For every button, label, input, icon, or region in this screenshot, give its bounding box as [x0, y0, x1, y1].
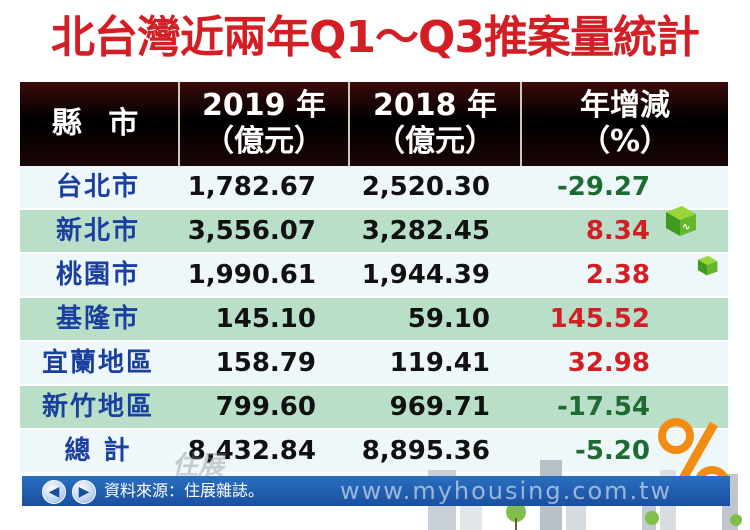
value-2019-cell: 799.60 — [215, 392, 316, 422]
change-cell: -5.20 — [575, 436, 650, 466]
header-2018-line1: 2018 年 — [373, 88, 497, 123]
next-arrow-icon: ▶ — [72, 480, 96, 504]
chart-title: 北台灣近兩年Q1～Q3推案量統計 — [50, 12, 700, 63]
value-2018-cell: 59.10 — [407, 304, 490, 334]
value-2018-cell: 969.71 — [389, 392, 490, 422]
value-2019-cell: 158.79 — [215, 348, 316, 378]
county-cell: 宜蘭地區 — [41, 348, 154, 378]
value-2019-cell: 1,782.67 — [187, 172, 316, 202]
value-2019-cell: 1,990.61 — [187, 260, 316, 290]
table-row: 新北市 3,556.07 3,282.45 8.34 — [20, 210, 728, 254]
change-cell: 32.98 — [567, 348, 650, 378]
header-2019: 2019 年 （億元） — [178, 82, 348, 166]
small-green-cube-icon — [697, 255, 718, 276]
green-cube-icon: ∿ — [666, 206, 696, 236]
county-cell: 新竹地區 — [41, 392, 154, 422]
table-row: 總 計 8,432.84 8,895.36 -5.20 — [20, 430, 728, 474]
value-2019-cell: 3,556.07 — [187, 216, 316, 246]
change-cell: -17.54 — [556, 392, 650, 422]
change-cell: 2.38 — [585, 260, 650, 290]
svg-text:∿: ∿ — [682, 222, 690, 233]
value-2018-cell: 3,282.45 — [361, 216, 490, 246]
county-cell: 桃園市 — [55, 260, 140, 290]
percent-sign-icon — [642, 418, 742, 530]
watermark-url: www.myhousing.com.tw — [340, 477, 673, 505]
footer-bar: ◀ ▶ 資料來源：住展雜誌。 www.myhousing.com.tw — [22, 476, 730, 506]
header-2018-line2: （億元） — [375, 124, 495, 159]
header-2019-line1: 2019 年 — [202, 88, 326, 123]
header-change-line1: 年增減 — [580, 88, 670, 123]
header-change-line2: （%） — [579, 124, 671, 159]
value-2018-cell: 1,944.39 — [361, 260, 490, 290]
source-note: 資料來源：住展雜誌。 — [104, 481, 265, 500]
table-row: 台北市 1,782.67 2,520.30 -29.27 — [20, 166, 728, 210]
header-county: 縣 市 — [20, 82, 178, 166]
header-2019-line2: （億元） — [204, 124, 324, 159]
table-row: 桃園市 1,990.61 1,944.39 2.38 — [20, 254, 728, 298]
county-cell: 基隆市 — [55, 304, 140, 334]
header-change: 年增減 （%） — [520, 82, 728, 166]
value-2019-cell: 8,432.84 — [187, 436, 316, 466]
data-table: 縣 市 2019 年 （億元） 2018 年 （億元） 年增減 （%） 台北市 1… — [20, 82, 728, 474]
change-cell: -29.27 — [556, 172, 650, 202]
header-2018: 2018 年 （億元） — [348, 82, 520, 166]
change-cell: 8.34 — [585, 216, 650, 246]
county-cell: 總 計 — [64, 436, 132, 466]
table-row: 新竹地區 799.60 969.71 -17.54 — [20, 386, 728, 430]
table-row: 基隆市 145.10 59.10 145.52 — [20, 298, 728, 342]
value-2018-cell: 8,895.36 — [361, 436, 490, 466]
value-2019-cell: 145.10 — [215, 304, 316, 334]
county-cell: 新北市 — [55, 216, 140, 246]
prev-arrow-icon: ◀ — [42, 480, 66, 504]
value-2018-cell: 119.41 — [389, 348, 490, 378]
header-county-label: 縣 市 — [51, 106, 147, 141]
value-2018-cell: 2,520.30 — [361, 172, 490, 202]
change-cell: 145.52 — [549, 304, 650, 334]
table-row: 宜蘭地區 158.79 119.41 32.98 — [20, 342, 728, 386]
county-cell: 台北市 — [55, 172, 140, 202]
table-header: 縣 市 2019 年 （億元） 2018 年 （億元） 年增減 （%） — [20, 82, 728, 166]
